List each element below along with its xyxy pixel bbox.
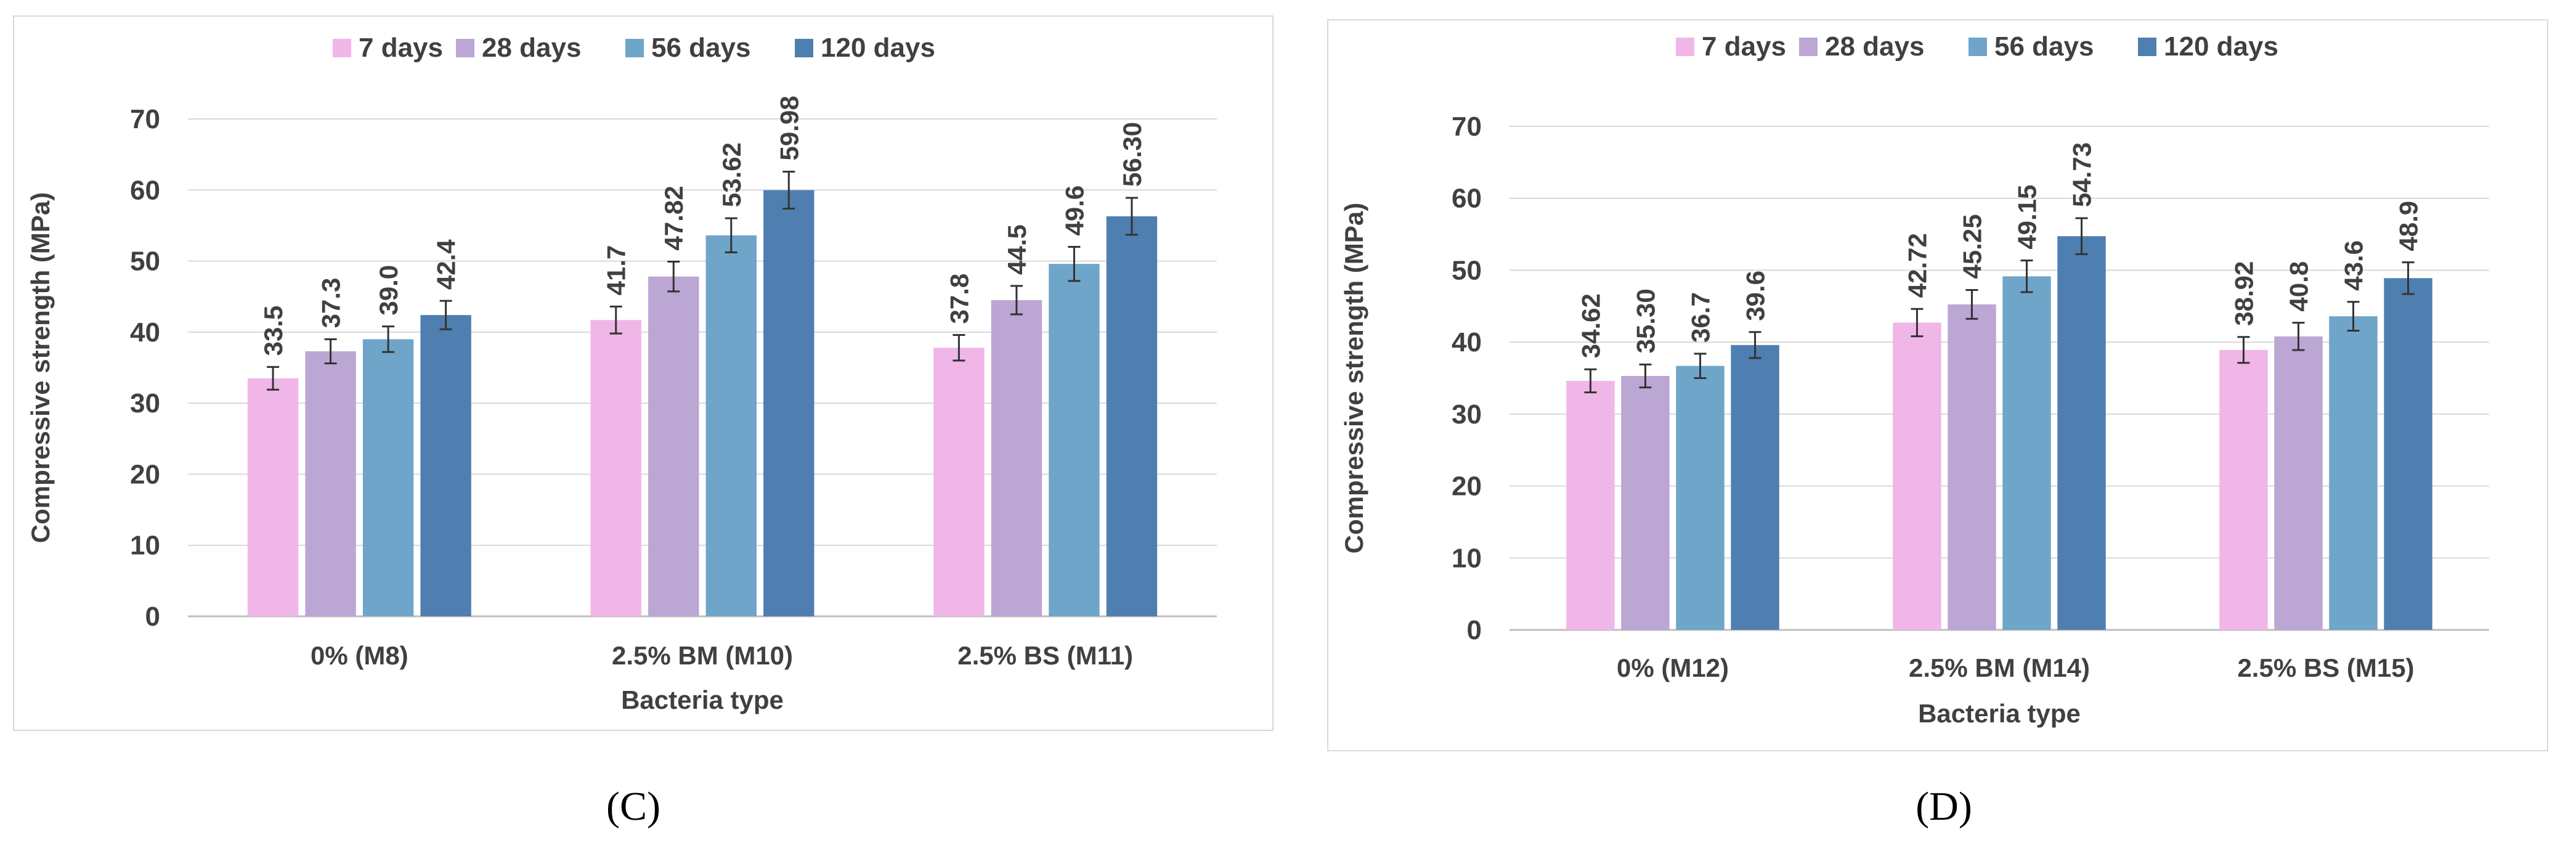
data-label: 54.73 <box>2068 142 2097 207</box>
bar-56-days-2 <box>705 235 757 616</box>
x-tick-label: 0% (M8) <box>311 641 408 670</box>
y-tick-label: 50 <box>1452 255 1482 285</box>
bar-28-days-2 <box>1948 304 1996 630</box>
bar-56-days-1 <box>362 339 414 616</box>
y-tick-label: 50 <box>130 247 160 277</box>
chart-panel-d: 0 10 20 30 40 50 60 70 Compressive strength (MPa… <box>1327 19 2548 751</box>
data-label: 48.9 <box>2394 201 2423 251</box>
data-label: 53.62 <box>717 142 746 207</box>
data-label: 37.3 <box>317 278 346 329</box>
data-label: 34.62 <box>1576 293 1605 358</box>
legend-swatch <box>1676 38 1694 56</box>
y-axis-label: Compressive strength (MPa) <box>26 192 55 543</box>
y-tick-label: 60 <box>1452 184 1482 214</box>
bar-7-days-1 <box>247 378 299 616</box>
x-axis-label: Bacteria type <box>1918 699 2081 728</box>
data-label: 39.0 <box>374 265 403 316</box>
bar-120-days-3 <box>2384 278 2432 630</box>
y-tick-label: 10 <box>1452 543 1482 573</box>
legend-label: 120 days <box>2164 31 2278 62</box>
y-tick-label: 10 <box>130 531 160 561</box>
bar-7-days-3 <box>2219 349 2268 630</box>
bar-7-days-3 <box>933 348 985 616</box>
data-label: 59.98 <box>774 96 803 160</box>
legend-label: 56 days <box>1994 31 2094 62</box>
x-tick-label: 2.5% BM (M10) <box>612 641 793 670</box>
y-tick-label: 0 <box>145 602 160 632</box>
data-label: 42.72 <box>1903 233 1932 298</box>
y-tick-label: 40 <box>1452 327 1482 357</box>
legend-label: 28 days <box>1825 31 1924 62</box>
panel-caption: (C) <box>606 784 660 829</box>
data-label: 41.7 <box>602 245 631 296</box>
bar-120-days-2 <box>763 190 815 616</box>
legend-label: 28 days <box>482 33 581 63</box>
legend-label: 56 days <box>651 33 750 63</box>
bar-28-days-1 <box>1621 375 1670 630</box>
y-tick-label: 0 <box>1467 615 1482 645</box>
x-tick-label: 2.5% BM (M14) <box>1909 653 2090 682</box>
bar-56-days-3 <box>2329 316 2378 630</box>
data-label: 44.5 <box>1002 224 1031 275</box>
bar-28-days-1 <box>305 351 356 616</box>
bar-7-days-2 <box>1893 322 1941 630</box>
legend-swatch <box>795 39 813 57</box>
data-label: 47.82 <box>659 186 688 250</box>
data-label: 49.15 <box>2013 185 2042 250</box>
bar-56-days-3 <box>1049 264 1100 616</box>
legend-label: 7 days <box>359 33 443 63</box>
y-tick-label: 30 <box>130 388 160 418</box>
bar-28-days-2 <box>648 276 699 616</box>
x-tick-label: 0% (M12) <box>1617 653 1729 682</box>
y-tick-label: 60 <box>130 175 160 205</box>
y-tick-label: 20 <box>1452 471 1482 502</box>
legend-swatch <box>625 39 644 57</box>
legend-swatch <box>456 39 474 57</box>
bar-28-days-3 <box>2274 336 2323 630</box>
legend-swatch <box>1799 38 1818 56</box>
bar-28-days-3 <box>991 300 1042 616</box>
chart-panel-c: 0 10 20 30 40 50 60 70 Compressive strength (MPa… <box>13 15 1274 731</box>
legend-swatch <box>1969 38 1987 56</box>
data-label: 45.25 <box>1957 214 1986 279</box>
x-axis-label: Bacteria type <box>621 685 784 714</box>
x-tick-label: 2.5% BS (M15) <box>2237 653 2414 682</box>
bar-7-days-2 <box>590 320 641 616</box>
y-tick-label: 30 <box>1452 399 1482 430</box>
bar-120-days-2 <box>2057 236 2106 630</box>
y-tick-label: 20 <box>130 459 160 489</box>
bar-120-days-1 <box>420 315 471 616</box>
bar-56-days-1 <box>1676 365 1725 630</box>
legend-swatch <box>333 39 351 57</box>
data-label: 35.30 <box>1631 288 1660 353</box>
y-tick-label: 40 <box>130 317 160 348</box>
data-label: 40.8 <box>2284 261 2313 312</box>
data-label: 33.5 <box>259 306 288 356</box>
y-axis-label: Compressive strength (MPa) <box>1339 203 1368 553</box>
bar-120-days-3 <box>1106 216 1158 617</box>
legend-label: 120 days <box>821 33 935 63</box>
legend-label: 7 days <box>1702 31 1786 62</box>
panel-caption: (D) <box>1916 784 1972 829</box>
bar-7-days-1 <box>1566 380 1615 630</box>
data-label: 37.8 <box>945 274 973 324</box>
data-label: 36.7 <box>1686 292 1715 343</box>
bar-56-days-2 <box>2002 276 2051 631</box>
data-label: 56.30 <box>1118 122 1147 187</box>
bar-120-days-1 <box>1731 345 1779 630</box>
data-label: 39.6 <box>1741 271 1770 321</box>
y-tick-label: 70 <box>130 104 160 134</box>
data-label: 43.6 <box>2339 240 2368 291</box>
legend-swatch <box>2138 38 2156 56</box>
x-tick-label: 2.5% BS (M11) <box>957 641 1133 670</box>
y-tick-label: 70 <box>1452 112 1482 142</box>
data-label: 42.4 <box>432 239 461 290</box>
data-label: 49.6 <box>1060 186 1089 236</box>
data-label: 38.92 <box>2229 261 2258 326</box>
